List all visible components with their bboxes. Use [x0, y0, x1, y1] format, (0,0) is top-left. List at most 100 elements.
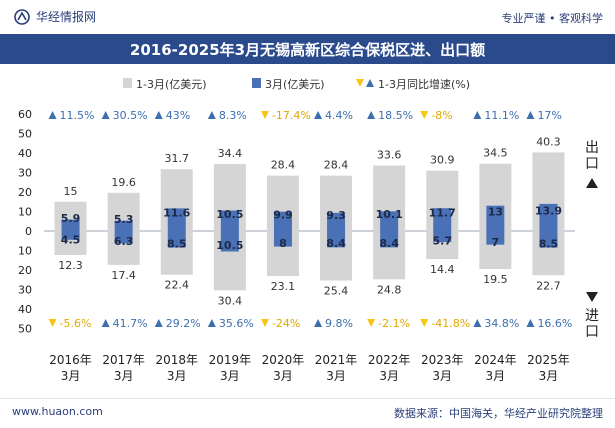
y-tick-label: 60 — [18, 108, 32, 121]
y-tick-label: 20 — [18, 264, 32, 277]
import-monthly-bar — [327, 231, 346, 248]
import-growth-label: 35.6% — [219, 317, 254, 330]
import-cumulative-label: 22.4 — [165, 279, 190, 292]
y-tick-label: 50 — [18, 323, 32, 336]
category-label-month: 3月 — [486, 369, 506, 383]
export-monthly-bar — [273, 211, 292, 231]
import-monthly-bar — [433, 231, 452, 243]
import-monthly-label: 8 — [279, 237, 287, 250]
chart-title: 2016-2025年3月无锡高新区综合保税区进、出口额 — [129, 41, 486, 59]
legend-label-1: 3月(亿美元) — [265, 78, 325, 91]
website-link[interactable]: www.huaon.com — [12, 405, 103, 418]
export-side-label: 口 — [585, 156, 599, 172]
import-monthly-label: 4.5 — [61, 233, 81, 246]
export-monthly-bar — [433, 208, 452, 231]
export-cumulative-label: 28.4 — [271, 159, 296, 172]
export-monthly-label: 5.9 — [61, 212, 81, 225]
import-monthly-label: 6.3 — [114, 235, 134, 248]
growth-up-icon — [154, 319, 163, 327]
export-monthly-bar — [220, 210, 239, 231]
category-label-month: 3月 — [114, 369, 134, 383]
import-cumulative-label: 24.8 — [377, 283, 402, 296]
category-label-year: 2024年 — [474, 353, 517, 367]
legend-swatch-1 — [252, 78, 261, 88]
import-monthly-bar — [273, 231, 292, 247]
category-label-month: 3月 — [61, 369, 81, 383]
category-label-month: 3月 — [326, 369, 346, 383]
import-growth-label: -2.1% — [378, 317, 410, 330]
export-growth-label: 4.4% — [325, 109, 353, 122]
category-label-year: 2019年 — [209, 353, 252, 367]
import-growth-label: 41.7% — [113, 317, 148, 330]
import-cumulative-label: 14.4 — [430, 263, 455, 276]
export-growth-label: -17.4% — [272, 109, 311, 122]
export-monthly-bar — [380, 211, 399, 231]
export-cumulative-label: 28.4 — [324, 159, 349, 172]
import-cumulative-label: 23.1 — [271, 280, 296, 293]
export-cumulative-label: 40.3 — [536, 135, 561, 148]
import-growth-label: 34.8% — [484, 317, 519, 330]
export-cumulative-label: 34.5 — [483, 147, 508, 160]
export-monthly-label: 9.9 — [273, 208, 293, 221]
category-label-year: 2022年 — [368, 353, 411, 367]
growth-down-icon — [367, 319, 376, 327]
y-tick-label: 30 — [18, 284, 32, 297]
y-tick-label: 50 — [18, 128, 32, 141]
export-monthly-label: 13 — [488, 205, 503, 218]
category-label-month: 3月 — [379, 369, 399, 383]
export-growth-label: 43% — [166, 109, 190, 122]
import-cumulative-label: 22.7 — [536, 279, 561, 292]
growth-up-icon — [48, 111, 57, 119]
category-label-year: 2021年 — [315, 353, 358, 367]
export-monthly-bar — [114, 220, 133, 231]
import-monthly-label: 10.5 — [216, 239, 243, 252]
brand-name: 华经情报网 — [36, 10, 97, 24]
import-monthly-bar — [167, 231, 186, 248]
growth-down-icon — [260, 111, 269, 119]
huajing-logo-icon — [14, 8, 30, 25]
import-monthly-bar — [486, 231, 505, 245]
export-growth-label: 11.5% — [60, 109, 95, 122]
export-growth-label: 17% — [537, 109, 561, 122]
import-cumulative-label: 12.3 — [58, 259, 83, 272]
export-cumulative-label: 15 — [64, 185, 78, 198]
growth-up-icon — [314, 111, 323, 119]
import-growth-label: -24% — [272, 317, 300, 330]
footer: www.huaon.com 数据来源：中国海关，华经产业研究院整理 — [0, 398, 615, 428]
export-monthly-label: 10.1 — [376, 208, 403, 221]
legend-label-0: 1-3月(亿美元) — [136, 78, 207, 91]
export-monthly-label: 13.9 — [535, 204, 562, 217]
import-monthly-label: 8.5 — [167, 237, 187, 250]
growth-up-icon — [314, 319, 323, 327]
data-source: 数据来源：中国海关，华经产业研究院整理 — [394, 407, 603, 420]
growth-up-icon — [367, 111, 376, 119]
import-monthly-label: 7 — [492, 236, 500, 249]
export-monthly-bar — [167, 208, 186, 231]
growth-up-icon — [526, 111, 535, 119]
legend-label-2: 1-3月同比增速(%) — [378, 77, 470, 91]
y-tick-label: 0 — [25, 225, 32, 238]
import-cumulative-label: 17.4 — [111, 269, 136, 282]
export-monthly-label: 5.3 — [114, 213, 134, 226]
export-growth-label: 30.5% — [113, 109, 148, 122]
export-growth-label: 18.5% — [378, 109, 413, 122]
legend-swatch-0 — [123, 78, 132, 88]
growth-up-icon — [207, 111, 216, 119]
export-monthly-bar — [539, 203, 558, 231]
import-cumulative-label: 19.5 — [483, 273, 508, 286]
export-side-label: 出 — [585, 140, 599, 156]
category-label-month: 3月 — [273, 369, 293, 383]
export-growth-label: 8.3% — [219, 109, 247, 122]
growth-up-icon — [473, 111, 482, 119]
import-monthly-bar — [61, 231, 80, 240]
growth-up-icon — [526, 319, 535, 327]
export-monthly-label: 11.7 — [429, 207, 456, 220]
brand: 华经情报网 — [14, 8, 96, 25]
import-monthly-label: 5.7 — [433, 235, 453, 248]
import-monthly-label: 8.5 — [539, 237, 559, 250]
growth-up-icon — [473, 319, 482, 327]
top-bar: 华经情报网 专业严谨 • 客观科学 — [0, 0, 615, 34]
export-cumulative-label: 33.6 — [377, 148, 402, 161]
import-side-label: 进 — [585, 308, 599, 324]
category-label-month: 3月 — [539, 369, 559, 383]
